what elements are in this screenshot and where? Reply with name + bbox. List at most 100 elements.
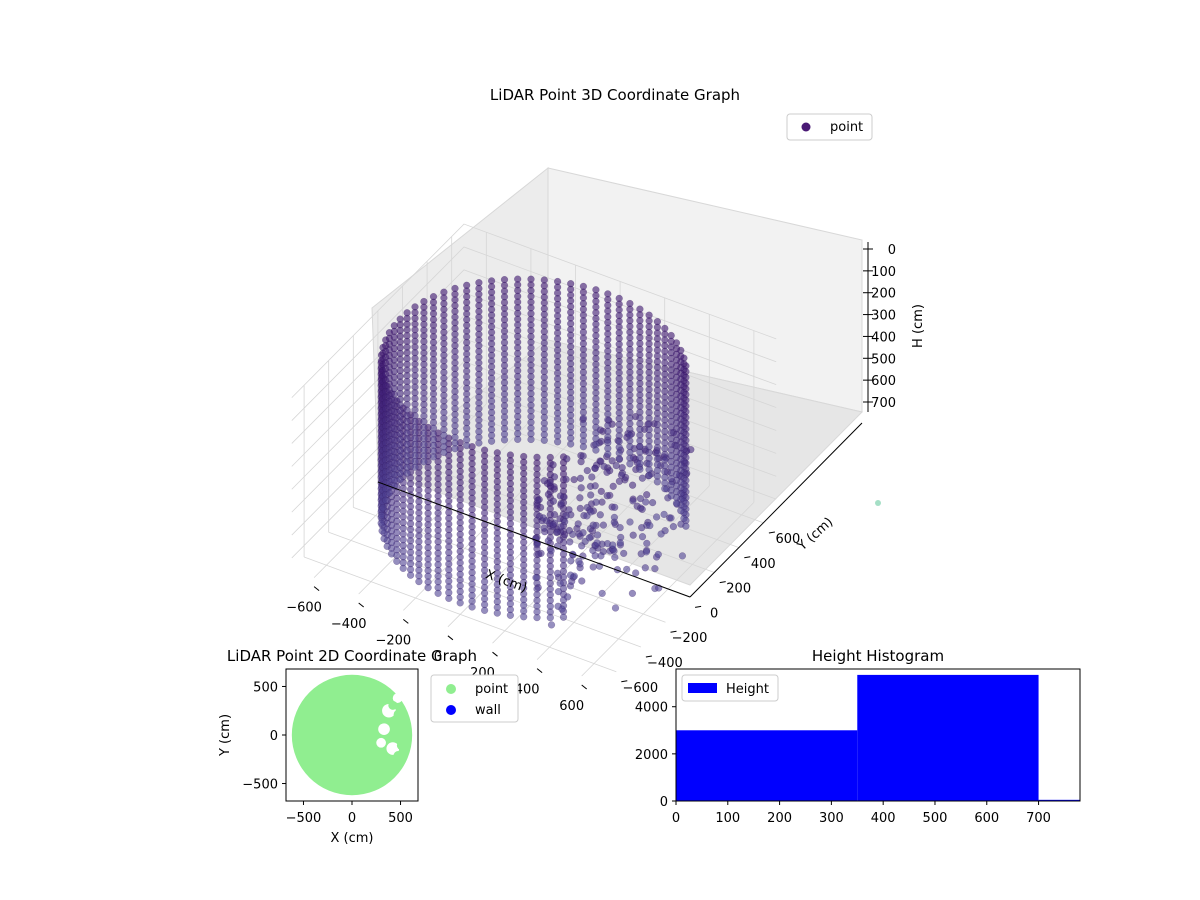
x-tick-label-2d: −500 bbox=[286, 811, 322, 826]
point-marker-3d bbox=[603, 492, 611, 500]
scatter-edge-points-2d bbox=[372, 686, 407, 784]
point-marker-3d bbox=[576, 494, 584, 502]
scatter-point-2d bbox=[393, 709, 403, 719]
point-marker-3d bbox=[546, 614, 554, 622]
x-tick-label-3d: 0 bbox=[434, 650, 442, 665]
point-marker-3d bbox=[550, 483, 558, 491]
point-marker-3d bbox=[579, 529, 587, 537]
point-marker-3d bbox=[561, 517, 569, 526]
y-tick-label-3d: 200 bbox=[726, 582, 751, 597]
legend-histogram-swatch bbox=[688, 683, 717, 693]
legend-2d: point wall bbox=[430, 674, 519, 723]
point-marker-3d bbox=[420, 458, 428, 466]
point-marker-3d bbox=[563, 593, 572, 601]
scatter-point-2d bbox=[396, 720, 406, 730]
point-marker-3d bbox=[617, 471, 626, 479]
y-tick-label-3d: 600 bbox=[775, 532, 800, 547]
legend-3d-marker bbox=[801, 122, 811, 132]
point-marker-3d bbox=[643, 539, 651, 548]
z-tick-label-3d: 500 bbox=[871, 352, 896, 367]
point-marker-3d bbox=[550, 473, 559, 481]
x-tick-label-2d: 500 bbox=[388, 811, 413, 826]
histogram-bar bbox=[857, 674, 1039, 801]
point-marker-3d bbox=[669, 522, 678, 531]
point-marker-3d bbox=[380, 535, 388, 543]
x-tick-label-histogram: 700 bbox=[1026, 811, 1051, 826]
legend-histogram-frame bbox=[681, 674, 779, 702]
y-tick-label-2d: 500 bbox=[253, 680, 278, 695]
point-scatter-2d bbox=[291, 674, 413, 796]
y-tick-label-histogram: 2000 bbox=[635, 748, 668, 763]
point-marker-3d bbox=[628, 481, 637, 489]
point-marker-3d bbox=[646, 521, 654, 530]
point-marker-3d bbox=[403, 469, 411, 477]
point-marker-3d bbox=[610, 513, 619, 522]
x-axis-line bbox=[377, 481, 691, 598]
x-tick-label-histogram: 300 bbox=[819, 811, 844, 826]
point-marker-3d bbox=[565, 506, 573, 514]
point-marker-3d bbox=[456, 599, 464, 607]
point-marker-3d bbox=[611, 503, 619, 511]
z-tick-label-3d: 700 bbox=[871, 396, 896, 411]
point-marker-3d bbox=[592, 498, 600, 506]
y-tick-label-3d: −200 bbox=[672, 631, 708, 646]
scatter-gap-2d bbox=[378, 723, 390, 735]
point-marker-3d bbox=[487, 437, 496, 445]
legend-histogram-label: Height bbox=[726, 682, 769, 697]
point-marker-3d bbox=[611, 604, 620, 612]
point-marker-3d bbox=[379, 504, 387, 512]
point-marker-3d bbox=[600, 462, 608, 471]
point-marker-3d bbox=[583, 466, 591, 475]
point-marker-3d bbox=[549, 461, 557, 469]
point-marker-3d bbox=[642, 548, 651, 556]
y-tick-label-3d: 0 bbox=[710, 606, 718, 621]
point-marker-3d bbox=[628, 589, 637, 598]
point-marker-3d bbox=[399, 564, 407, 573]
point-marker-3d bbox=[667, 492, 675, 500]
z-tick-label-3d: 300 bbox=[871, 309, 896, 324]
point-marker-3d bbox=[406, 571, 415, 579]
point-marker-3d bbox=[604, 450, 612, 458]
point-marker-3d bbox=[532, 573, 540, 582]
point-marker-3d bbox=[591, 464, 599, 473]
point-marker-3d bbox=[648, 498, 657, 507]
legend-2d-label-point: point bbox=[475, 682, 508, 697]
point-marker-3d bbox=[596, 511, 604, 519]
point-marker-3d bbox=[440, 448, 448, 457]
scatter-point-2d bbox=[381, 768, 391, 778]
point-marker-3d bbox=[468, 603, 476, 611]
point-marker-3d bbox=[603, 468, 611, 476]
point-marker-3d bbox=[629, 531, 637, 539]
point-marker-3d bbox=[567, 440, 575, 448]
point-marker-3d bbox=[385, 489, 394, 497]
point-marker-3d bbox=[434, 589, 442, 597]
point-marker-3d bbox=[377, 519, 385, 527]
point-marker-3d bbox=[636, 494, 645, 503]
x-tick-label-histogram: 100 bbox=[715, 811, 740, 826]
point-marker-3d bbox=[569, 530, 577, 538]
ticks-histogram: 0 100 200 300 400 500 600 700 0 2000 4000 bbox=[635, 701, 1051, 826]
z-axis-label-3d: H (cm) bbox=[911, 304, 926, 348]
point-marker-3d bbox=[451, 445, 459, 453]
point-marker-3d bbox=[615, 455, 623, 463]
point-marker-3d bbox=[445, 594, 453, 603]
point-marker-3d bbox=[382, 496, 390, 504]
y-tick-3d bbox=[768, 531, 775, 534]
x-tick-3d bbox=[581, 684, 588, 690]
point-marker-3d bbox=[623, 565, 631, 574]
point-marker-3d bbox=[678, 552, 687, 560]
histogram-bar bbox=[1038, 799, 1080, 801]
point-marker-3d bbox=[682, 522, 690, 530]
point-marker-3d bbox=[632, 569, 640, 577]
point-marker-3d bbox=[677, 507, 685, 515]
point-marker-3d bbox=[578, 577, 586, 585]
point-marker-3d bbox=[574, 520, 582, 528]
x-tick-label-histogram: 400 bbox=[871, 811, 896, 826]
y-tick-label-histogram: 0 bbox=[660, 795, 668, 810]
point-marker-3d bbox=[616, 539, 624, 547]
y-tick-3d bbox=[719, 581, 726, 584]
point-marker-3d bbox=[377, 511, 386, 520]
point-marker-3d bbox=[643, 491, 651, 499]
